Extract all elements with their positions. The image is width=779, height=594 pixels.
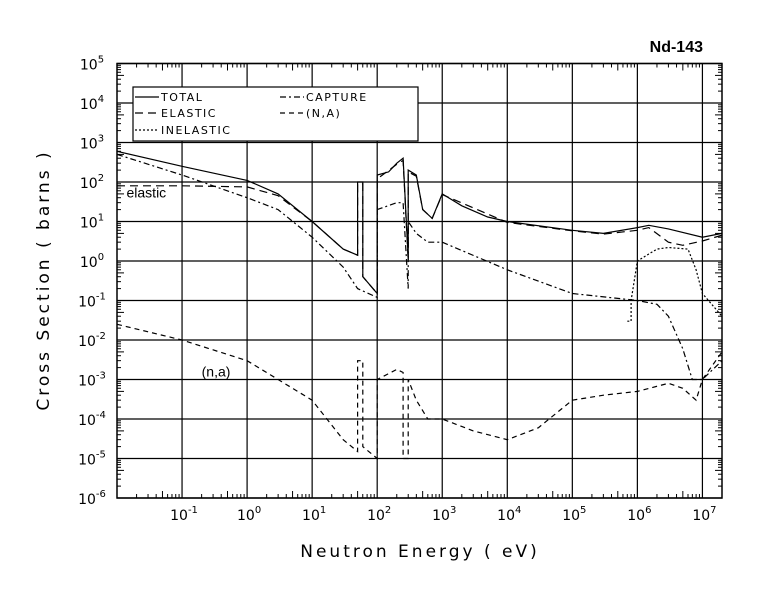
x-axis-label: Neutron Energy ( eV) [300,542,540,562]
tick-base: 10 [170,508,188,524]
tick-base: 10 [80,97,98,113]
tick-exponent: 1 [320,505,326,516]
tick-exponent: 3 [450,505,456,516]
y-tick-label: 103 [80,134,104,153]
y-axis-label: Cross Section ( barns ) [34,149,54,410]
tick-base: 10 [80,255,98,271]
x-tick-label: 106 [627,505,651,524]
tick-exponent: -1 [96,292,106,303]
tick-exponent: 0 [98,252,104,263]
tick-exponent: -4 [96,410,106,421]
legend-label: INELASTIC [161,124,231,137]
y-tick-label: 102 [80,173,104,192]
tick-exponent: -3 [96,371,106,382]
y-tick-label: 104 [80,94,104,113]
legend-label: ELASTIC [161,107,217,120]
x-tick-label: 107 [692,505,716,524]
tick-base: 10 [78,334,96,350]
tick-base: 10 [237,508,255,524]
y-tick-label: 10-3 [78,371,106,390]
series-capture [116,153,723,381]
annotations: elastic (n,a) [127,185,231,380]
tick-base: 10 [78,492,96,508]
tick-exponent: 7 [710,505,716,516]
tick-exponent: 6 [645,505,651,516]
legend-label: CAPTURE [306,91,368,104]
tick-exponent: 3 [98,134,104,145]
tick-exponent: 4 [515,505,521,516]
y-tick-label: 10-2 [78,331,106,350]
legend: TOTAL ELASTIC INELASTIC CAPTURE (N,A) [132,86,419,142]
tick-base: 10 [497,508,515,524]
y-tick-label: 101 [80,213,104,232]
tick-base: 10 [302,508,320,524]
x-tick-label: 100 [237,505,261,524]
legend-box [132,86,419,142]
legend-label: TOTAL [160,91,203,104]
ticks: 10-1 100 101 102 103 104 105 106 107105104103102… [78,55,723,524]
y-tick-label: 10-4 [78,410,106,429]
tick-base: 10 [78,413,96,429]
x-tick-label: 10-1 [170,505,198,524]
tick-exponent: 2 [98,173,104,184]
x-tick-label: 102 [367,505,391,524]
series-total [116,150,723,296]
x-tick-label: 105 [562,505,586,524]
y-tick-label: 10-5 [78,450,106,469]
tick-base: 10 [80,216,98,232]
tick-base: 10 [78,453,96,469]
annotation-label: elastic [127,185,167,201]
tick-base: 10 [78,295,96,311]
tick-exponent: -5 [96,450,106,461]
annotation-label: (n,a) [202,363,231,379]
x-tick-label: 103 [432,505,456,524]
tick-exponent: 1 [98,213,104,224]
chart-title: Nd-143 [650,39,703,56]
tick-exponent: 2 [385,505,391,516]
tick-base: 10 [80,58,98,74]
tick-exponent: 4 [98,94,104,105]
tick-exponent: 5 [580,505,586,516]
y-tick-label: 105 [80,55,104,74]
y-tick-label: 10-6 [78,489,106,508]
tick-exponent: -2 [96,331,106,342]
tick-base: 10 [692,508,710,524]
tick-exponent: 0 [255,505,261,516]
tick-base: 10 [367,508,385,524]
y-tick-label: 10-1 [78,292,106,311]
legend-label: (N,A) [306,107,341,120]
series-elastic [117,159,723,296]
tick-base: 10 [78,374,96,390]
tick-base: 10 [627,508,645,524]
tick-base: 10 [562,508,580,524]
y-tick-label: 100 [80,252,104,271]
tick-base: 10 [80,137,98,153]
plot-frame [116,62,723,499]
tick-base: 10 [432,508,450,524]
tick-exponent: 5 [98,55,104,66]
series-inelastic [627,246,723,322]
x-tick-label: 101 [302,505,326,524]
tick-base: 10 [80,176,98,192]
x-tick-label: 104 [497,505,521,524]
tick-exponent: -6 [96,489,106,500]
series-na [116,323,723,460]
curves [116,150,723,460]
tick-exponent: -1 [188,505,198,516]
